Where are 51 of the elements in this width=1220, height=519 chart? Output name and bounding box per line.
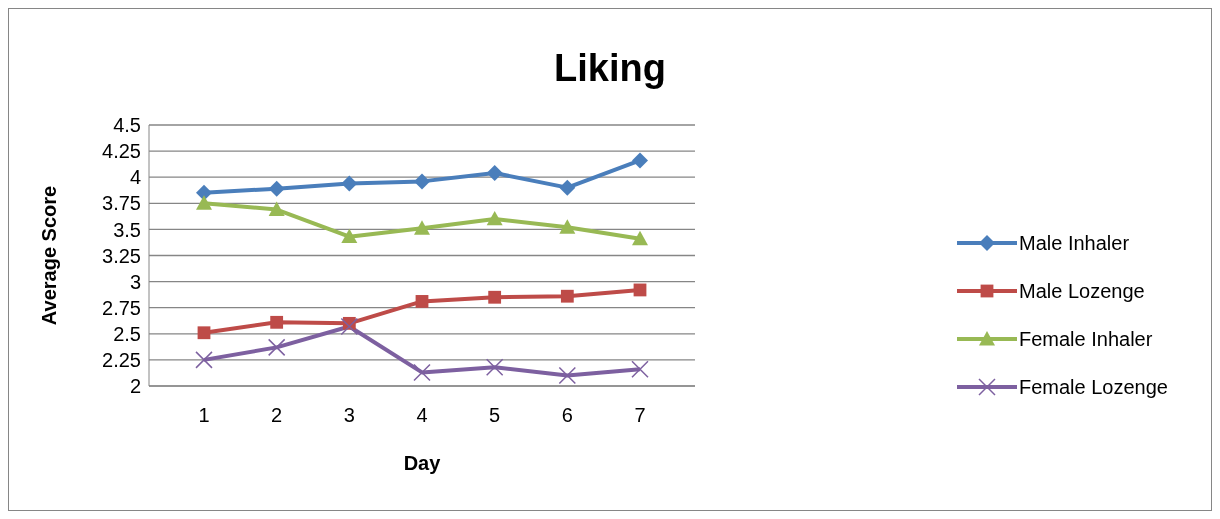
x-tick-label: 5 <box>489 404 501 427</box>
y-tick-label: 2 <box>129 375 141 398</box>
legend-label: Male Inhaler <box>1019 231 1130 255</box>
legend-label: Female Inhaler <box>1019 327 1153 351</box>
chart-title: Liking <box>553 47 667 90</box>
point <box>415 295 429 308</box>
point <box>414 220 430 235</box>
point <box>268 201 285 216</box>
y-tick-label: 2.25 <box>102 349 141 371</box>
point <box>267 338 286 357</box>
point <box>196 195 212 210</box>
legend-label: Female Lozenge <box>1019 375 1168 399</box>
y-axis-title: Average Score <box>38 185 61 326</box>
point <box>340 317 359 336</box>
legend-label: Male Lozenge <box>1019 279 1145 303</box>
point <box>486 165 503 182</box>
point <box>341 175 358 192</box>
point <box>632 230 648 246</box>
y-tick-label: 2.5 <box>113 322 141 345</box>
point <box>486 210 503 226</box>
point <box>559 179 576 196</box>
point <box>414 173 430 190</box>
y-tick-label: 2.75 <box>102 296 141 319</box>
y-tick-label: 4.25 <box>102 140 141 163</box>
x-tick-label: 3 <box>343 404 355 427</box>
point <box>270 315 284 329</box>
point <box>488 290 502 304</box>
point <box>197 326 211 340</box>
x-tick-label: 2 <box>271 404 283 427</box>
point <box>341 228 358 244</box>
point <box>632 152 648 169</box>
y-tick-label: 3 <box>129 270 141 293</box>
x-axis-title: Day <box>403 452 442 474</box>
y-tick-label: 4 <box>129 166 141 189</box>
x-tick-label: 1 <box>198 404 210 427</box>
x-tick-label: 6 <box>561 404 573 427</box>
point <box>268 180 285 197</box>
y-tick-label: 4.5 <box>113 114 141 137</box>
point <box>560 289 574 303</box>
x-tick-label: 7 <box>634 404 646 427</box>
point <box>413 363 431 382</box>
y-tick-label: 3.5 <box>113 218 141 241</box>
point <box>631 360 649 379</box>
y-tick-label: 3.25 <box>102 244 141 267</box>
point <box>196 184 212 201</box>
x-tick-label: 4 <box>416 404 428 427</box>
point <box>558 366 577 385</box>
point <box>195 351 213 369</box>
y-tick-label: 3.75 <box>102 192 141 215</box>
point <box>559 219 576 234</box>
point <box>485 358 504 376</box>
